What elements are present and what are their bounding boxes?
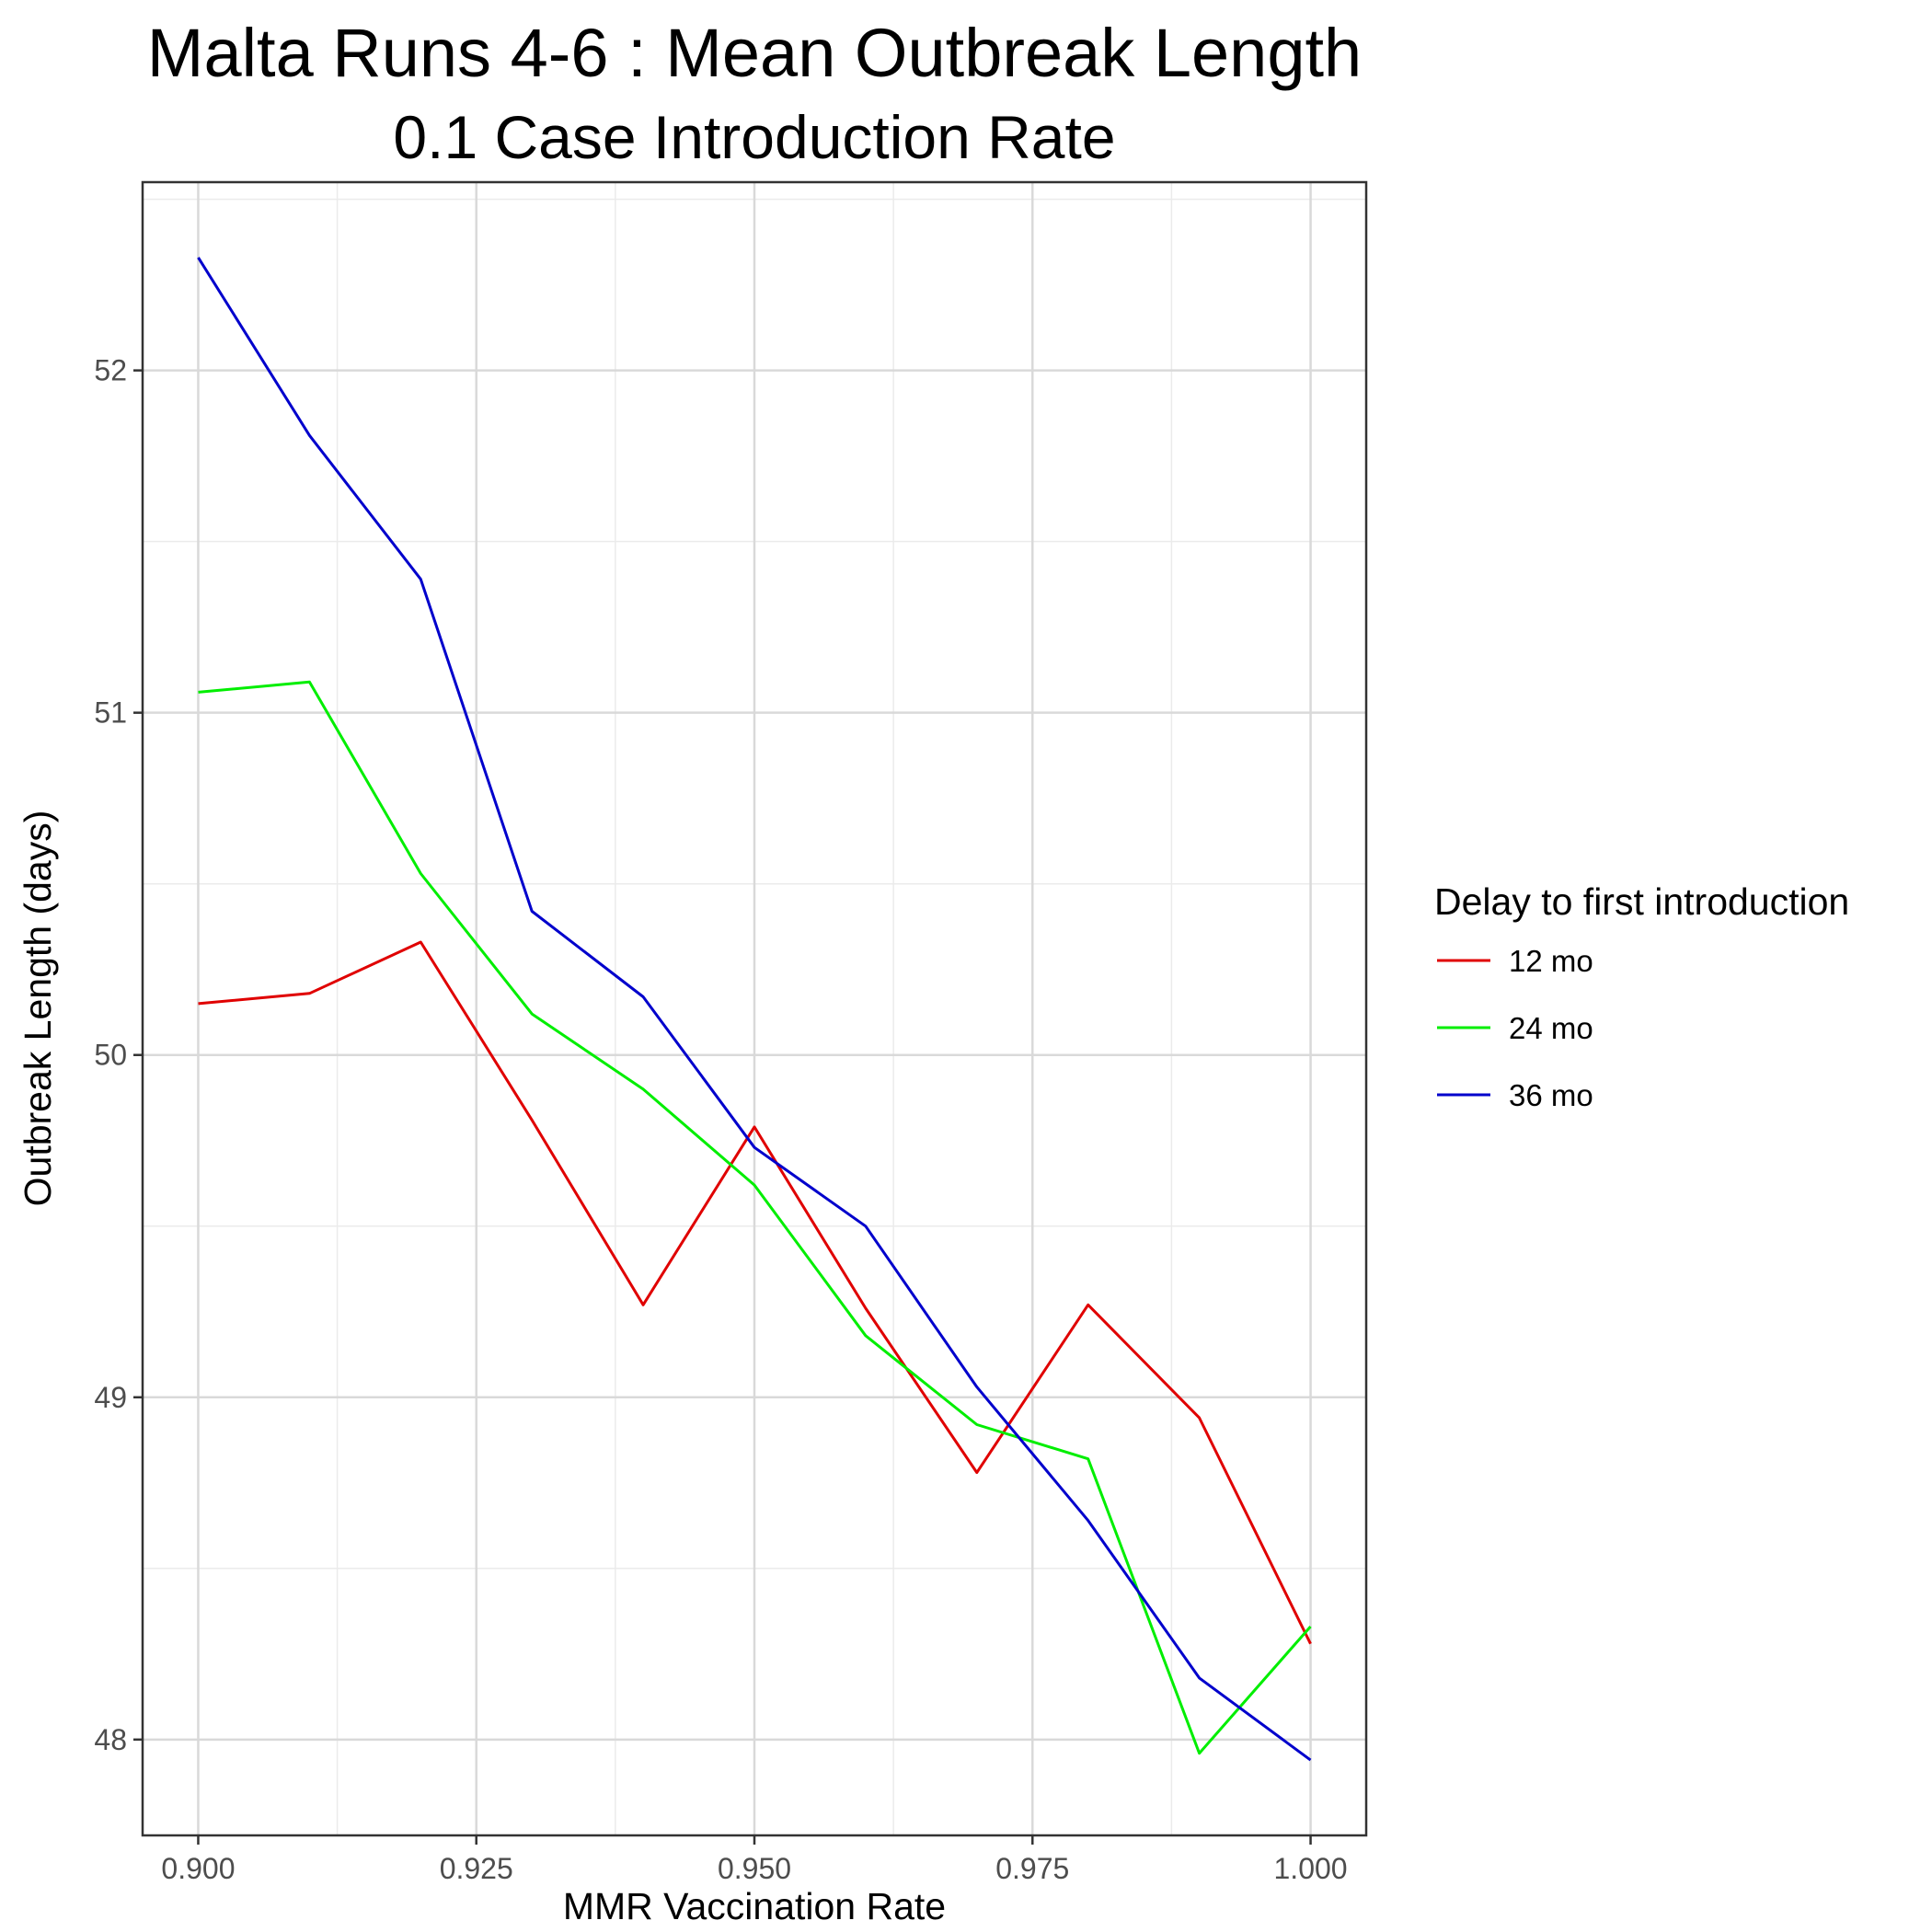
x-axis: 0.900 0.925 0.950 0.975 1.000 <box>161 1835 1348 1885</box>
x-tick-label: 0.900 <box>161 1852 235 1885</box>
x-tick-label: 0.925 <box>440 1852 513 1885</box>
series-line-24-mo <box>198 680 1312 1755</box>
legend: Delay to first introduction 12 mo 24 mo 36… <box>1434 880 1849 1112</box>
x-tick-label: 0.975 <box>995 1852 1069 1885</box>
plot-panel <box>141 180 1368 1837</box>
y-tick-label: 51 <box>94 696 127 730</box>
y-tick-label: 50 <box>94 1039 127 1072</box>
series-lines <box>197 257 1312 1762</box>
x-tick-label: 0.950 <box>718 1852 791 1885</box>
major-gridlines <box>143 182 1366 1835</box>
y-tick-label: 49 <box>94 1381 127 1414</box>
y-tick-label: 52 <box>94 354 127 387</box>
series-line-36-mo <box>197 257 1312 1762</box>
chart-subtitle: 0.1 Case Introduction Rate <box>393 103 1115 171</box>
x-tick-label: 1.000 <box>1274 1852 1348 1885</box>
y-axis-title: Outbreak Length (days) <box>17 811 59 1207</box>
legend-label-36-mo: 36 mo <box>1509 1078 1593 1112</box>
legend-title: Delay to first introduction <box>1434 880 1849 923</box>
legend-items: 12 mo 24 mo 36 mo <box>1437 944 1593 1112</box>
y-axis: 48 49 50 51 52 <box>94 354 143 1756</box>
chart-title: Malta Runs 4-6 : Mean Outbreak Length <box>147 15 1362 91</box>
series-line-12-mo <box>198 940 1312 1645</box>
legend-label-12-mo: 12 mo <box>1509 944 1593 978</box>
legend-label-24-mo: 24 mo <box>1509 1011 1593 1045</box>
y-tick-label: 48 <box>94 1723 127 1756</box>
x-axis-title: MMR Vaccination Rate <box>563 1885 946 1927</box>
